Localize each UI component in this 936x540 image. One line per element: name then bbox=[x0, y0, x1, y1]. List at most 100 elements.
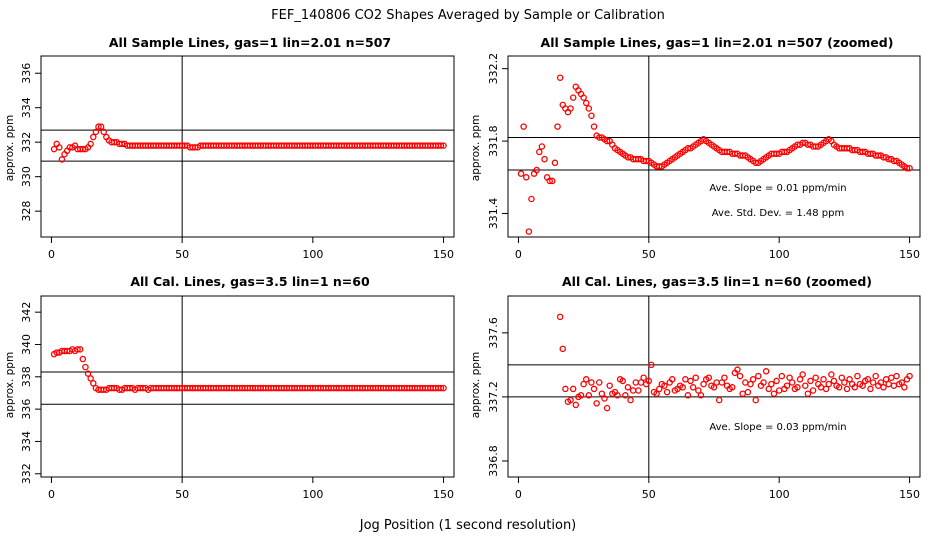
data-point bbox=[820, 376, 827, 383]
data-point bbox=[79, 355, 87, 363]
data-point bbox=[585, 392, 593, 399]
panel-title: All Cal. Lines, gas=3.5 lin=1 n=60 (zoom… bbox=[562, 274, 872, 289]
data-point bbox=[596, 379, 603, 386]
data-point bbox=[710, 384, 718, 391]
y-tick-label: 336.8 bbox=[487, 445, 500, 477]
data-point bbox=[635, 387, 642, 394]
plot-frame bbox=[507, 55, 921, 238]
data-point bbox=[588, 112, 595, 119]
data-point bbox=[627, 396, 634, 404]
data-point bbox=[851, 384, 859, 391]
data-point bbox=[528, 195, 535, 203]
x-tick-label: 0 bbox=[515, 488, 522, 501]
data-point bbox=[807, 377, 814, 385]
data-point bbox=[82, 363, 89, 371]
data-point bbox=[92, 128, 100, 136]
data-point bbox=[734, 366, 741, 373]
y-tick-label: 336 bbox=[20, 63, 33, 84]
data-point bbox=[880, 384, 887, 391]
data-point bbox=[640, 374, 647, 381]
data-point bbox=[525, 228, 533, 235]
panel-sample-lines-zoomed: All Sample Lines, gas=1 lin=2.01 n=507 (… bbox=[470, 35, 921, 261]
data-point bbox=[762, 368, 770, 375]
data-point bbox=[538, 143, 546, 150]
data-point bbox=[58, 156, 66, 163]
x-tick-label: 100 bbox=[302, 488, 323, 501]
data-point bbox=[812, 374, 819, 381]
data-point bbox=[901, 384, 908, 391]
data-point bbox=[804, 390, 812, 397]
data-point bbox=[715, 396, 723, 404]
data-point bbox=[736, 372, 744, 380]
data-point bbox=[437, 142, 445, 149]
data-point bbox=[695, 387, 702, 394]
data-point bbox=[606, 382, 613, 389]
data-point bbox=[87, 140, 94, 148]
data-point bbox=[84, 370, 92, 377]
data-point bbox=[569, 94, 577, 101]
data-point bbox=[825, 380, 832, 388]
y-tick-label: 340 bbox=[20, 334, 33, 355]
data-point bbox=[705, 374, 713, 381]
x-tick-label: 50 bbox=[175, 248, 189, 261]
data-point bbox=[893, 372, 900, 380]
data-point bbox=[809, 387, 817, 394]
data-point bbox=[585, 105, 593, 112]
data-point bbox=[854, 372, 861, 380]
y-tick-label: 336 bbox=[20, 399, 33, 420]
data-point bbox=[523, 174, 530, 181]
data-point bbox=[867, 385, 874, 393]
data-point bbox=[864, 376, 872, 383]
data-point bbox=[567, 396, 574, 404]
data-point bbox=[556, 313, 564, 321]
data-point bbox=[590, 123, 598, 130]
data-point bbox=[536, 148, 543, 156]
data-point bbox=[74, 346, 81, 353]
data-point bbox=[841, 379, 848, 386]
data-point bbox=[437, 384, 445, 392]
data-point bbox=[593, 400, 600, 407]
y-tick-label: 337.2 bbox=[487, 381, 500, 413]
panel-sample-lines: All Sample Lines, gas=1 lin=2.01 n=507 a… bbox=[4, 35, 455, 261]
data-point bbox=[749, 376, 757, 383]
data-point bbox=[872, 372, 879, 380]
data-point bbox=[562, 385, 569, 393]
data-point bbox=[846, 376, 853, 383]
data-point bbox=[786, 374, 793, 381]
data-point bbox=[572, 401, 580, 409]
data-point bbox=[648, 361, 655, 369]
panel-cal-lines-zoomed: All Cal. Lines, gas=3.5 lin=1 n=60 (zoom… bbox=[470, 274, 921, 501]
data-point bbox=[653, 390, 660, 397]
data-point bbox=[97, 123, 105, 130]
y-tick-label: 334 bbox=[20, 97, 33, 118]
x-tick-label: 0 bbox=[48, 488, 55, 501]
data-point bbox=[877, 379, 885, 386]
data-point bbox=[794, 384, 801, 391]
data-point bbox=[721, 374, 728, 381]
data-point bbox=[679, 384, 686, 391]
y-axis-label: approx. ppm bbox=[470, 115, 482, 181]
y-tick-label: 334 bbox=[20, 431, 33, 452]
data-point bbox=[90, 133, 97, 141]
data-point bbox=[440, 384, 447, 392]
data-point bbox=[729, 384, 736, 391]
y-tick-label: 338 bbox=[20, 366, 33, 387]
plot-frame bbox=[507, 295, 921, 478]
data-point bbox=[598, 390, 606, 397]
data-point bbox=[903, 164, 911, 172]
data-point bbox=[796, 376, 804, 383]
data-point bbox=[869, 379, 877, 386]
x-tick-label: 100 bbox=[302, 248, 323, 261]
y-tick-label: 328 bbox=[20, 201, 33, 222]
x-tick-label: 0 bbox=[48, 248, 55, 261]
data-point bbox=[90, 380, 97, 387]
x-tick-label: 150 bbox=[433, 248, 454, 261]
x-tick-label: 150 bbox=[899, 488, 920, 501]
data-point bbox=[843, 385, 851, 393]
x-tick-label: 100 bbox=[769, 248, 790, 261]
data-point bbox=[770, 390, 778, 397]
panel-title: All Sample Lines, gas=1 lin=2.01 n=507 bbox=[109, 35, 391, 50]
data-point bbox=[773, 377, 780, 385]
